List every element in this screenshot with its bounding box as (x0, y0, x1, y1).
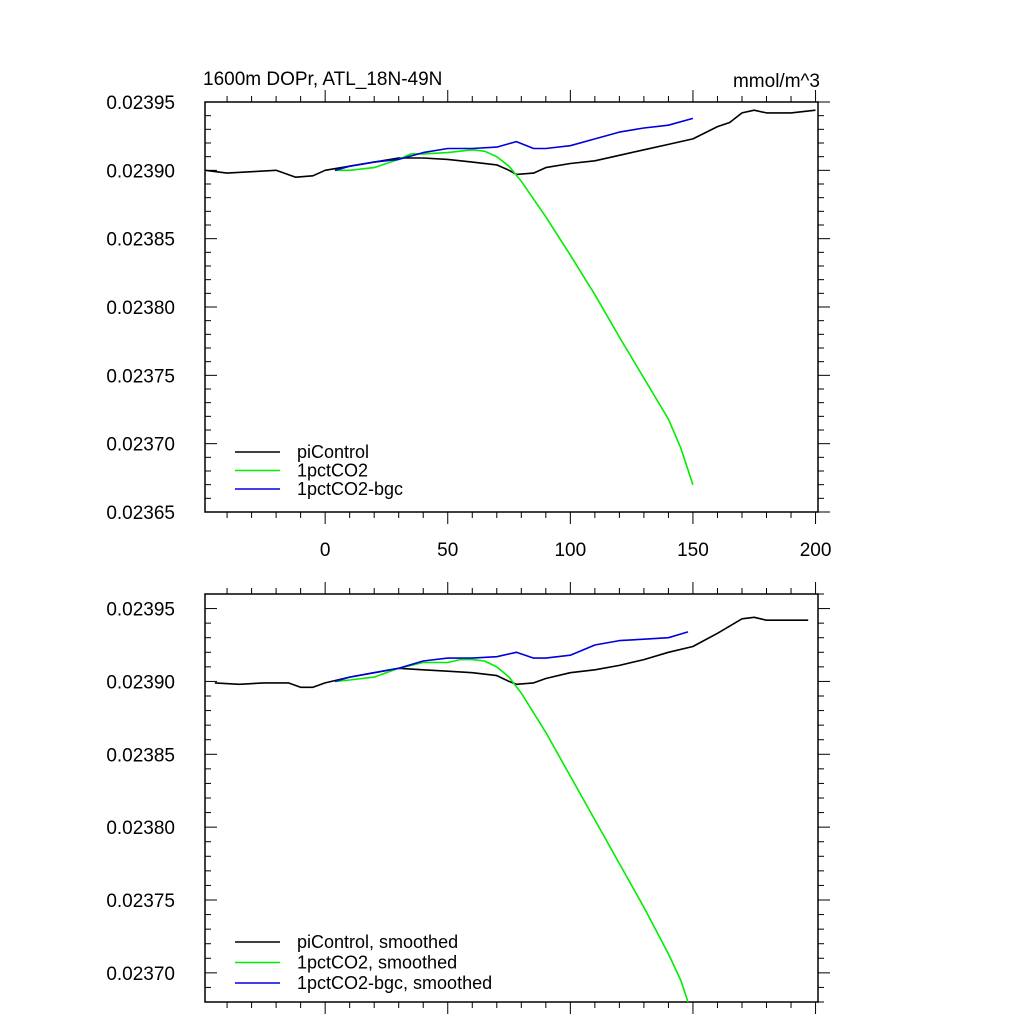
y-tick-label: 0.02390 (106, 161, 175, 182)
x-tick-label: 150 (677, 540, 709, 561)
x-tick-label: 100 (554, 540, 586, 561)
y-tick-label: 0.02385 (106, 745, 175, 766)
y-tick-label: 0.02380 (106, 298, 175, 319)
legend-label: 1pctCO2, smoothed (297, 953, 457, 973)
bottom-panel-series (214, 616, 809, 1003)
top-panel-series (204, 109, 816, 485)
legend-label: piControl, smoothed (297, 932, 458, 952)
x-tick-label: 200 (800, 540, 832, 561)
legend-label: piControl (297, 442, 369, 462)
x-tick-label: 0 (320, 540, 331, 561)
series-line-1pctco2-bgc (334, 117, 694, 172)
top-panel-title: 1600m DOPr, ATL_18N-49N (203, 69, 442, 90)
y-tick-label: 0.02370 (106, 435, 175, 456)
y-tick-label: 0.02365 (106, 503, 175, 524)
x-tick-label: 50 (437, 540, 458, 561)
top-panel-units: mmol/m^3 (733, 71, 820, 92)
y-tick-label: 0.02370 (106, 964, 175, 985)
bottom-panel: 0.02370 0.02375 0.02380 0.02385 0.02390 0.023… (106, 582, 830, 1014)
y-tick-label: 0.02395 (106, 93, 175, 114)
series-line-1pctco2-bgc-smoothed (334, 631, 689, 683)
top-panel: 1600m DOPr, ATL_18N-49N mmol/m^3 0 50 100 1… (106, 69, 831, 561)
top-panel-ticks: 0 50 100 150 200 0.02365 0.02370 0.02375 0.02380… (106, 90, 831, 561)
legend-label: 1pctCO2-bgc (297, 479, 403, 499)
y-tick-label: 0.02380 (106, 818, 175, 839)
y-tick-label: 0.02385 (106, 230, 175, 251)
y-tick-label: 0.02390 (106, 672, 175, 693)
legend-label: 1pctCO2 (297, 461, 368, 481)
y-tick-label: 0.02395 (106, 600, 175, 621)
legend-label: 1pctCO2-bgc, smoothed (297, 973, 492, 993)
bottom-panel-ticks: 0.02370 0.02375 0.02380 0.02385 0.02390 0.023… (106, 582, 830, 1014)
y-tick-label: 0.02375 (106, 366, 175, 387)
series-line-picontrol-smoothed (214, 616, 809, 689)
y-tick-label: 0.02375 (106, 891, 175, 912)
series-line-1pctco2 (335, 149, 694, 485)
